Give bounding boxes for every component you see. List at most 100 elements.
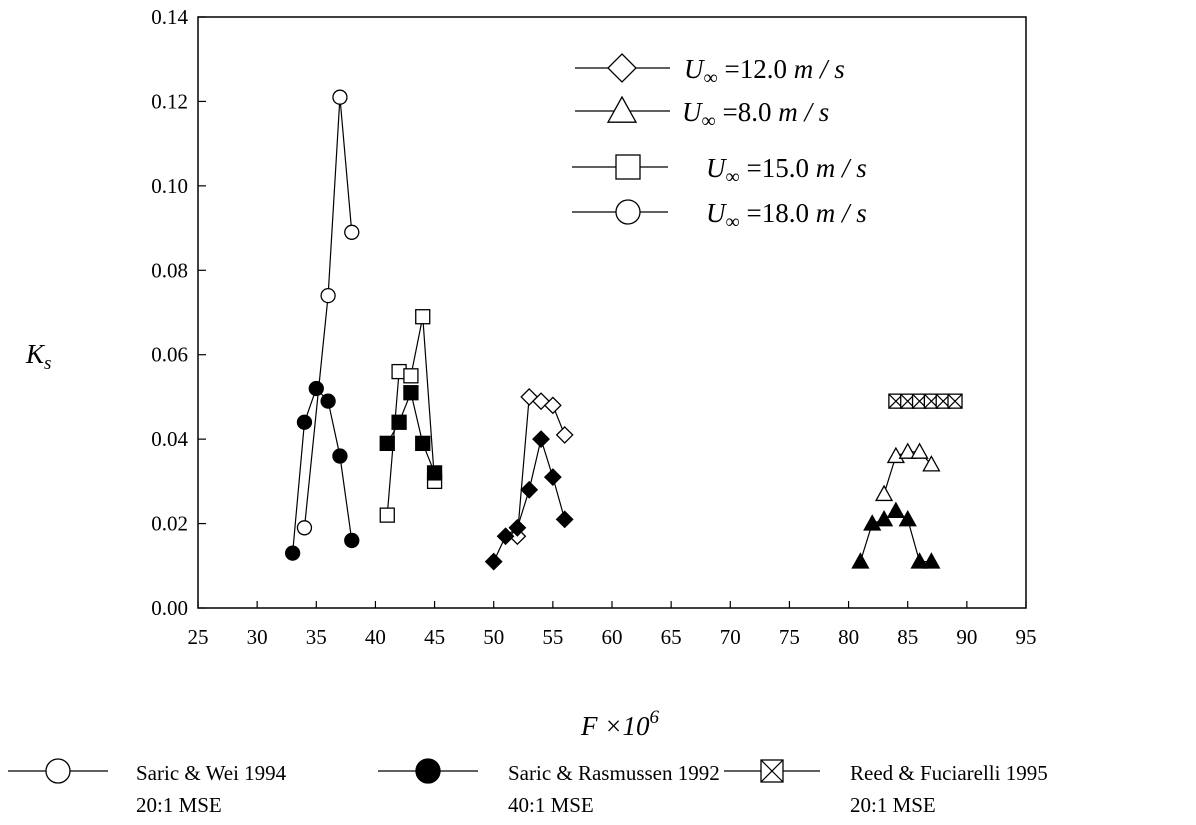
series-line bbox=[303, 97, 353, 528]
legend-label: U∞ =15.0 m / s bbox=[706, 153, 867, 188]
data-point bbox=[496, 527, 515, 546]
data-point bbox=[426, 465, 443, 481]
data-point bbox=[874, 484, 894, 502]
data-point bbox=[910, 552, 929, 569]
series-triangle-filled bbox=[851, 501, 941, 569]
y-tick-label: 0.06 bbox=[151, 343, 188, 367]
data-point bbox=[415, 309, 431, 325]
x-axis-title: F ×106 bbox=[580, 707, 659, 741]
data-point bbox=[284, 545, 301, 561]
x-tick-label: 25 bbox=[188, 625, 209, 649]
series-circle-open bbox=[296, 89, 360, 536]
series-square-filled bbox=[379, 385, 443, 481]
y-tick-label: 0.00 bbox=[151, 596, 188, 620]
legend-label: U∞ =8.0 m / s bbox=[682, 97, 829, 132]
x-tick-label: 30 bbox=[247, 625, 268, 649]
data-point bbox=[898, 510, 917, 527]
series-square-open bbox=[379, 309, 443, 523]
x-tick-label: 55 bbox=[542, 625, 563, 649]
bottom-legend-scale: 20:1 MSE bbox=[850, 793, 936, 817]
bottom-legend-source: Saric & Rasmussen 1992 bbox=[508, 761, 720, 785]
bottom-legend-marker bbox=[760, 759, 784, 783]
series-square-crossed bbox=[888, 393, 963, 409]
bottom-legend-marker bbox=[415, 758, 441, 784]
y-tick-label: 0.10 bbox=[151, 174, 188, 198]
legend-marker-square bbox=[615, 154, 641, 180]
y-tick-label: 0.04 bbox=[151, 427, 188, 451]
y-tick-label: 0.12 bbox=[151, 89, 188, 113]
data-point bbox=[344, 224, 360, 240]
data-point bbox=[543, 396, 562, 415]
data-point bbox=[379, 435, 395, 452]
data-point bbox=[344, 532, 360, 549]
y-axis: 0.00 0.02 0.04 0.06 0.08 0.10 0.12 0.14 bbox=[151, 5, 206, 620]
data-point bbox=[508, 518, 527, 537]
x-tick-label: 65 bbox=[661, 625, 682, 649]
x-tick-label: 95 bbox=[1016, 625, 1037, 649]
data-series bbox=[284, 89, 963, 571]
data-point bbox=[555, 426, 574, 444]
series-diamond-filled bbox=[484, 430, 574, 571]
data-point bbox=[296, 520, 313, 536]
data-point bbox=[403, 385, 419, 401]
y-tick-label: 0.02 bbox=[151, 512, 188, 536]
data-point bbox=[922, 552, 941, 569]
data-point bbox=[308, 380, 324, 397]
x-tick-label: 35 bbox=[306, 625, 327, 649]
plot-frame bbox=[197, 16, 1027, 609]
y-axis-title: Ks bbox=[25, 339, 51, 374]
legend-marker-circle bbox=[615, 199, 641, 225]
x-tick-label: 45 bbox=[424, 625, 445, 649]
data-point bbox=[900, 393, 916, 409]
legend-marker-triangle bbox=[606, 95, 638, 123]
y-tick-label: 0.08 bbox=[151, 258, 188, 282]
data-point bbox=[415, 435, 431, 452]
data-point bbox=[886, 501, 905, 518]
x-axis: 25 30 35 40 45 50 55 60 65 70 75 80 85 90 95 bbox=[188, 601, 1037, 649]
data-point bbox=[898, 442, 917, 459]
legend-bottom: Saric & Wei 1994 20:1 MSE Saric & Rasmusse… bbox=[8, 758, 1048, 817]
data-point bbox=[296, 414, 313, 430]
data-point bbox=[922, 455, 941, 472]
legend-top: U∞ =12.0 m / s U∞ =8.0 m / s U∞ =15.0 m / … bbox=[572, 53, 867, 233]
x-tick-label: 40 bbox=[365, 625, 386, 649]
x-tick-label: 70 bbox=[720, 625, 741, 649]
x-tick-label: 90 bbox=[956, 625, 977, 649]
data-point bbox=[320, 287, 336, 304]
data-point bbox=[520, 480, 539, 499]
bottom-legend-source: Reed & Fuciarelli 1995 bbox=[850, 761, 1048, 785]
data-point bbox=[543, 468, 562, 487]
data-point bbox=[532, 430, 550, 449]
x-tick-label: 80 bbox=[838, 625, 859, 649]
x-tick-label: 60 bbox=[602, 625, 623, 649]
data-point bbox=[555, 510, 574, 529]
data-point bbox=[332, 89, 348, 105]
x-tick-label: 50 bbox=[483, 625, 504, 649]
bottom-legend-source: Saric & Wei 1994 bbox=[136, 761, 287, 785]
legend-label: U∞ =12.0 m / s bbox=[684, 54, 845, 89]
bottom-legend-scale: 20:1 MSE bbox=[136, 793, 222, 817]
x-tick-label: 75 bbox=[779, 625, 800, 649]
data-point bbox=[874, 510, 894, 527]
data-point bbox=[332, 448, 348, 464]
series-diamond-open bbox=[508, 388, 574, 546]
data-point bbox=[484, 552, 503, 571]
data-point bbox=[403, 368, 419, 384]
data-point bbox=[320, 393, 336, 409]
series-line bbox=[516, 396, 566, 537]
legend-label: U∞ =18.0 m / s bbox=[706, 198, 867, 233]
y-tick-label: 0.14 bbox=[151, 5, 188, 29]
series-circle-filled bbox=[284, 380, 360, 561]
data-point bbox=[851, 552, 870, 569]
legend-marker-diamond bbox=[607, 53, 637, 83]
series-line bbox=[292, 387, 353, 554]
series-triangle-open bbox=[874, 442, 941, 502]
data-point bbox=[947, 393, 963, 409]
x-tick-label: 85 bbox=[897, 625, 918, 649]
data-point bbox=[391, 414, 407, 430]
bottom-legend-marker bbox=[45, 758, 71, 784]
bottom-legend-scale: 40:1 MSE bbox=[508, 793, 594, 817]
data-point bbox=[379, 507, 395, 523]
data-point bbox=[910, 442, 929, 459]
